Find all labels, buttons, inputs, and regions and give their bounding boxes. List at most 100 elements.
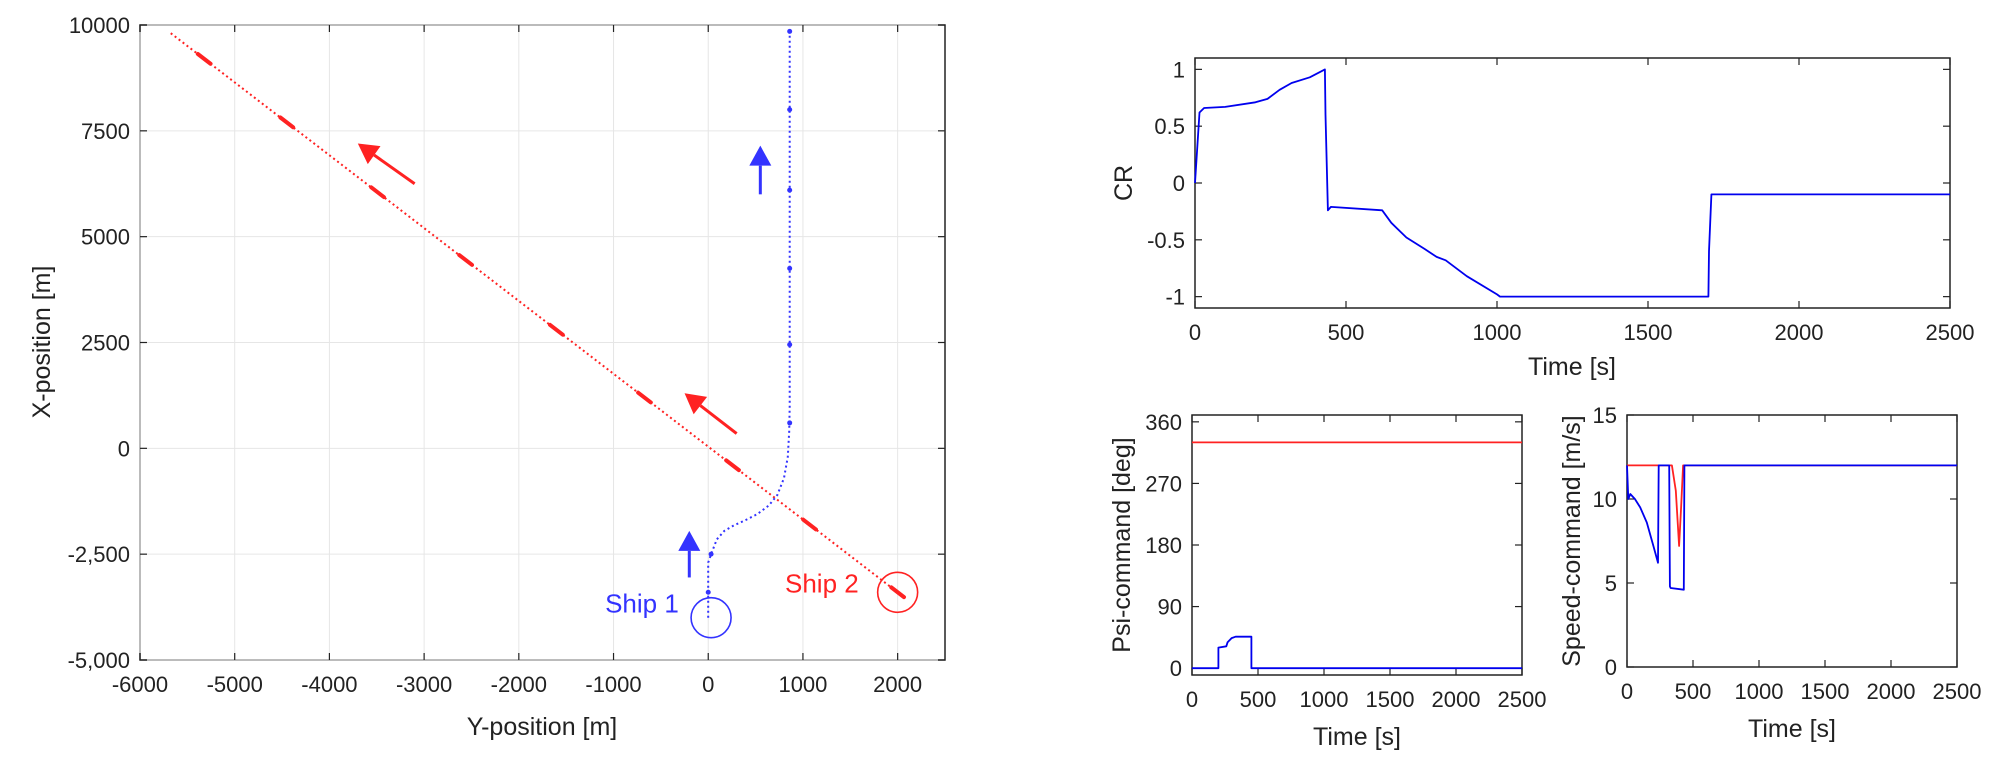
ship2-marker (889, 585, 906, 600)
ship1-track (707, 31, 791, 618)
speed-ticks: 0 500 1000 1500 2000 2500 0 5 10 15 (1593, 403, 1982, 704)
x-tick-label: 2500 (1933, 679, 1982, 704)
speed-ylabel: Speed-command [m/s] (1558, 415, 1586, 667)
x-tick-label: -1000 (585, 672, 641, 697)
heading-arrow-head (678, 530, 701, 551)
cr-plot-area (1194, 57, 1951, 309)
ship2-marker (724, 458, 741, 473)
x-tick-label: 2000 (1867, 679, 1916, 704)
ship2-marker (278, 115, 296, 130)
ship1-marker (787, 265, 793, 271)
y-tick-label: -2,500 (68, 542, 130, 567)
x-tick-label: 500 (1240, 687, 1277, 712)
cr-chart: 0 500 1000 1500 2000 2500 -1 -0.5 0 0.5 1 Time [s]… (1110, 57, 1974, 381)
x-tick-label: 1000 (1473, 320, 1522, 345)
ship1-marker (787, 342, 793, 348)
x-tick-label: 0 (1621, 679, 1633, 704)
x-tick-label: 2500 (1926, 320, 1975, 345)
ship2-marker (195, 51, 213, 66)
ship1-marker (787, 28, 793, 34)
psi-series (1192, 441, 1522, 670)
y-tick-label: 0 (1605, 655, 1617, 680)
x-tick-label: 1500 (1366, 687, 1415, 712)
y-tick-label: 0 (1170, 656, 1182, 681)
cr-ticks: 0 500 1000 1500 2000 2500 -1 -0.5 0 0.5 1 (1147, 57, 1974, 345)
psi-xlabel: Time [s] (1313, 723, 1401, 751)
x-tick-label: 1000 (1300, 687, 1349, 712)
ship1-marker (787, 187, 793, 193)
cr-series (1194, 68, 1950, 298)
y-tick-label: 7500 (81, 119, 130, 144)
ship2-marker (801, 517, 818, 532)
trajectory-ticks: -6000 -5000 -4000 -3000 -2000 -1000 0 1000 2000 -… (68, 13, 945, 697)
ship1-marker (787, 420, 793, 426)
ship2-label: Ship 2 (785, 568, 859, 598)
x-tick-label: 1000 (1735, 679, 1784, 704)
ship2-marker (636, 390, 653, 405)
speed-series (1626, 464, 1957, 591)
ship2-marker (457, 253, 474, 267)
y-tick-label: 360 (1145, 410, 1182, 435)
cr-series-line (1194, 68, 1950, 298)
y-tick-label: 270 (1145, 471, 1182, 496)
x-tick-label: 1500 (1801, 679, 1850, 704)
ship1-label: Ship 1 (605, 589, 679, 619)
ship1-marker (787, 107, 793, 113)
x-tick-label: 0 (1186, 687, 1198, 712)
x-tick-label: 0 (1189, 320, 1201, 345)
x-tick-label: 1500 (1624, 320, 1673, 345)
x-tick-label: -2000 (491, 672, 547, 697)
x-tick-label: 1000 (778, 672, 827, 697)
y-tick-label: -1 (1165, 285, 1185, 310)
trajectory-xlabel: Y-position [m] (467, 713, 618, 741)
x-tick-label: -5000 (207, 672, 263, 697)
heading-arrow-head (749, 145, 772, 166)
x-tick-label: 2000 (1432, 687, 1481, 712)
cr-xlabel: Time [s] (1528, 353, 1616, 381)
x-tick-label: 2000 (873, 672, 922, 697)
y-tick-label: 0 (118, 436, 130, 461)
y-tick-label: 10 (1593, 487, 1617, 512)
y-tick-label: 2500 (81, 331, 130, 356)
x-tick-label: 500 (1675, 679, 1712, 704)
x-tick-label: 500 (1328, 320, 1365, 345)
y-tick-label: 90 (1158, 595, 1182, 620)
heading-arrow-shaft (373, 153, 416, 185)
speed-xlabel: Time [s] (1748, 715, 1836, 743)
y-tick-label: 180 (1145, 533, 1182, 558)
heading-arrow-shaft (699, 404, 738, 435)
y-tick-label: 5000 (81, 225, 130, 250)
trajectory-ylabel: X-position [m] (28, 266, 56, 419)
cr-ylabel: CR (1110, 165, 1138, 201)
x-tick-label: -6000 (112, 672, 168, 697)
y-tick-label: 15 (1593, 403, 1617, 428)
y-tick-label: 10000 (69, 13, 130, 38)
x-tick-label: 2000 (1775, 320, 1824, 345)
trajectory-arrows (357, 143, 772, 578)
y-tick-label: -5,000 (68, 648, 130, 673)
x-tick-label: -4000 (301, 672, 357, 697)
x-tick-label: 2500 (1498, 687, 1547, 712)
heading-arrow-head (684, 393, 708, 415)
psi-ticks: 0 500 1000 1500 2000 2500 0 90 180 270 360 (1145, 410, 1546, 712)
ship-circle (876, 571, 919, 614)
y-tick-label: 0.5 (1154, 114, 1185, 139)
ship-circle (690, 596, 732, 639)
y-tick-label: -0.5 (1147, 228, 1185, 253)
x-tick-label: -3000 (396, 672, 452, 697)
y-tick-label: 5 (1605, 571, 1617, 596)
psi-chart: 0 500 1000 1500 2000 2500 0 90 180 270 360 Time [s… (1108, 410, 1546, 751)
psi-plot-area (1191, 414, 1523, 676)
ship1-marker (708, 551, 714, 557)
psi-ship1-line (1192, 635, 1522, 670)
ship2-marker (548, 322, 565, 337)
y-tick-label: 0 (1173, 171, 1185, 196)
trajectory-chart: -6000 -5000 -4000 -3000 -2000 -1000 0 1000 2000 -… (28, 13, 946, 741)
speed-chart: 0 500 1000 1500 2000 2500 0 5 10 15 Time [s] Spee… (1558, 403, 1981, 743)
speed-ship1-line (1626, 464, 1957, 591)
speed-plot-area (1626, 414, 1958, 668)
ship2-marker (369, 185, 386, 200)
heading-arrow-head (357, 143, 381, 165)
x-tick-label: 0 (702, 672, 714, 697)
